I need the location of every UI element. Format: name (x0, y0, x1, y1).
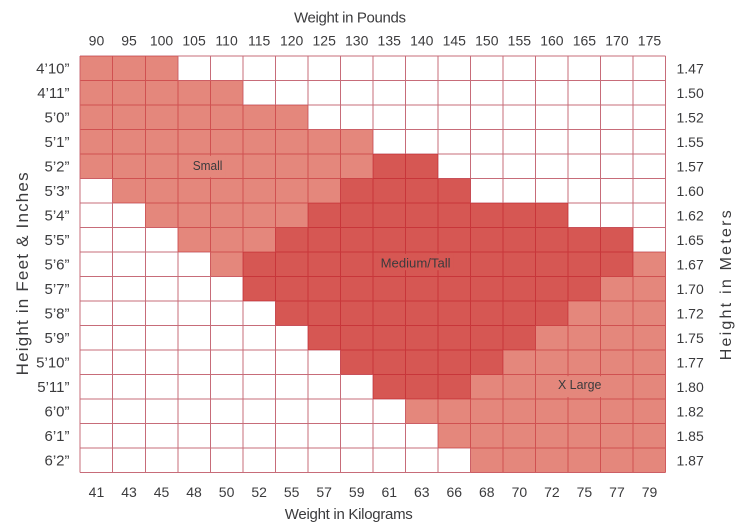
svg-text:5’7”: 5’7” (44, 281, 69, 298)
svg-text:Weight in Kilograms: Weight in Kilograms (285, 506, 413, 523)
svg-text:5’9”: 5’9” (44, 330, 69, 347)
svg-text:1.82: 1.82 (677, 403, 704, 419)
svg-text:5’2”: 5’2” (44, 158, 69, 175)
svg-text:1.67: 1.67 (677, 256, 704, 272)
svg-text:5’0”: 5’0” (44, 109, 69, 126)
svg-text:Small: Small (193, 158, 223, 173)
svg-text:77: 77 (609, 484, 625, 500)
svg-text:150: 150 (475, 33, 499, 49)
svg-text:130: 130 (345, 33, 369, 49)
svg-text:43: 43 (121, 484, 137, 500)
svg-text:105: 105 (182, 33, 206, 49)
svg-text:1.47: 1.47 (677, 60, 704, 76)
svg-text:Weight in Pounds: Weight in Pounds (294, 9, 406, 26)
svg-text:1.62: 1.62 (677, 207, 704, 223)
svg-text:155: 155 (508, 33, 532, 49)
svg-text:1.60: 1.60 (677, 183, 704, 199)
svg-text:5’10”: 5’10” (36, 354, 69, 371)
svg-text:135: 135 (378, 33, 402, 49)
svg-text:68: 68 (479, 484, 495, 500)
svg-text:1.80: 1.80 (677, 379, 704, 395)
svg-text:1.77: 1.77 (677, 354, 704, 370)
svg-text:4’11”: 4’11” (37, 85, 69, 102)
svg-text:41: 41 (89, 484, 105, 500)
svg-text:115: 115 (248, 33, 271, 49)
svg-text:45: 45 (154, 484, 170, 500)
svg-text:6’1”: 6’1” (44, 428, 69, 445)
svg-text:59: 59 (349, 484, 365, 500)
svg-text:110: 110 (215, 33, 238, 49)
svg-text:4’10”: 4’10” (36, 60, 69, 77)
svg-text:165: 165 (573, 33, 597, 49)
svg-text:90: 90 (89, 33, 105, 49)
svg-text:Height in Meters: Height in Meters (718, 210, 735, 360)
svg-text:5’4”: 5’4” (44, 207, 69, 224)
svg-text:100: 100 (150, 33, 174, 49)
svg-text:52: 52 (251, 484, 267, 500)
svg-text:1.55: 1.55 (677, 134, 704, 150)
svg-text:48: 48 (186, 484, 202, 500)
svg-text:145: 145 (443, 33, 467, 49)
svg-text:1.65: 1.65 (677, 232, 704, 248)
svg-text:1.52: 1.52 (677, 109, 704, 125)
svg-text:5’6”: 5’6” (44, 256, 69, 273)
svg-text:140: 140 (410, 33, 434, 49)
svg-text:1.50: 1.50 (677, 85, 704, 101)
svg-text:79: 79 (642, 484, 658, 500)
svg-text:5’3”: 5’3” (44, 183, 69, 200)
svg-text:75: 75 (577, 484, 593, 500)
svg-text:170: 170 (605, 33, 629, 49)
svg-text:72: 72 (544, 484, 560, 500)
svg-text:6’0”: 6’0” (44, 403, 69, 420)
svg-text:125: 125 (313, 33, 337, 49)
svg-text:1.75: 1.75 (677, 330, 704, 346)
svg-text:57: 57 (316, 484, 332, 500)
svg-text:1.70: 1.70 (677, 281, 704, 297)
svg-text:61: 61 (381, 484, 397, 500)
svg-text:160: 160 (540, 33, 564, 49)
svg-text:95: 95 (121, 33, 137, 49)
svg-text:1.72: 1.72 (677, 305, 704, 321)
svg-text:Height in Feet & Inches: Height in Feet & Inches (13, 172, 32, 375)
svg-text:5’8”: 5’8” (44, 305, 69, 322)
svg-text:X Large: X Large (558, 377, 602, 392)
svg-text:50: 50 (219, 484, 235, 500)
svg-text:175: 175 (638, 33, 662, 49)
svg-text:1.87: 1.87 (677, 452, 704, 468)
svg-text:120: 120 (280, 33, 304, 49)
svg-text:1.85: 1.85 (677, 428, 704, 444)
svg-text:66: 66 (447, 484, 463, 500)
svg-text:5’5”: 5’5” (44, 232, 69, 249)
svg-text:5’11”: 5’11” (37, 379, 69, 396)
svg-text:5’1”: 5’1” (44, 134, 69, 151)
svg-text:63: 63 (414, 484, 430, 500)
svg-text:70: 70 (512, 484, 528, 500)
svg-text:6’2”: 6’2” (44, 452, 69, 469)
svg-text:Medium/Tall: Medium/Tall (381, 255, 451, 270)
svg-text:1.57: 1.57 (677, 158, 704, 174)
svg-text:55: 55 (284, 484, 300, 500)
